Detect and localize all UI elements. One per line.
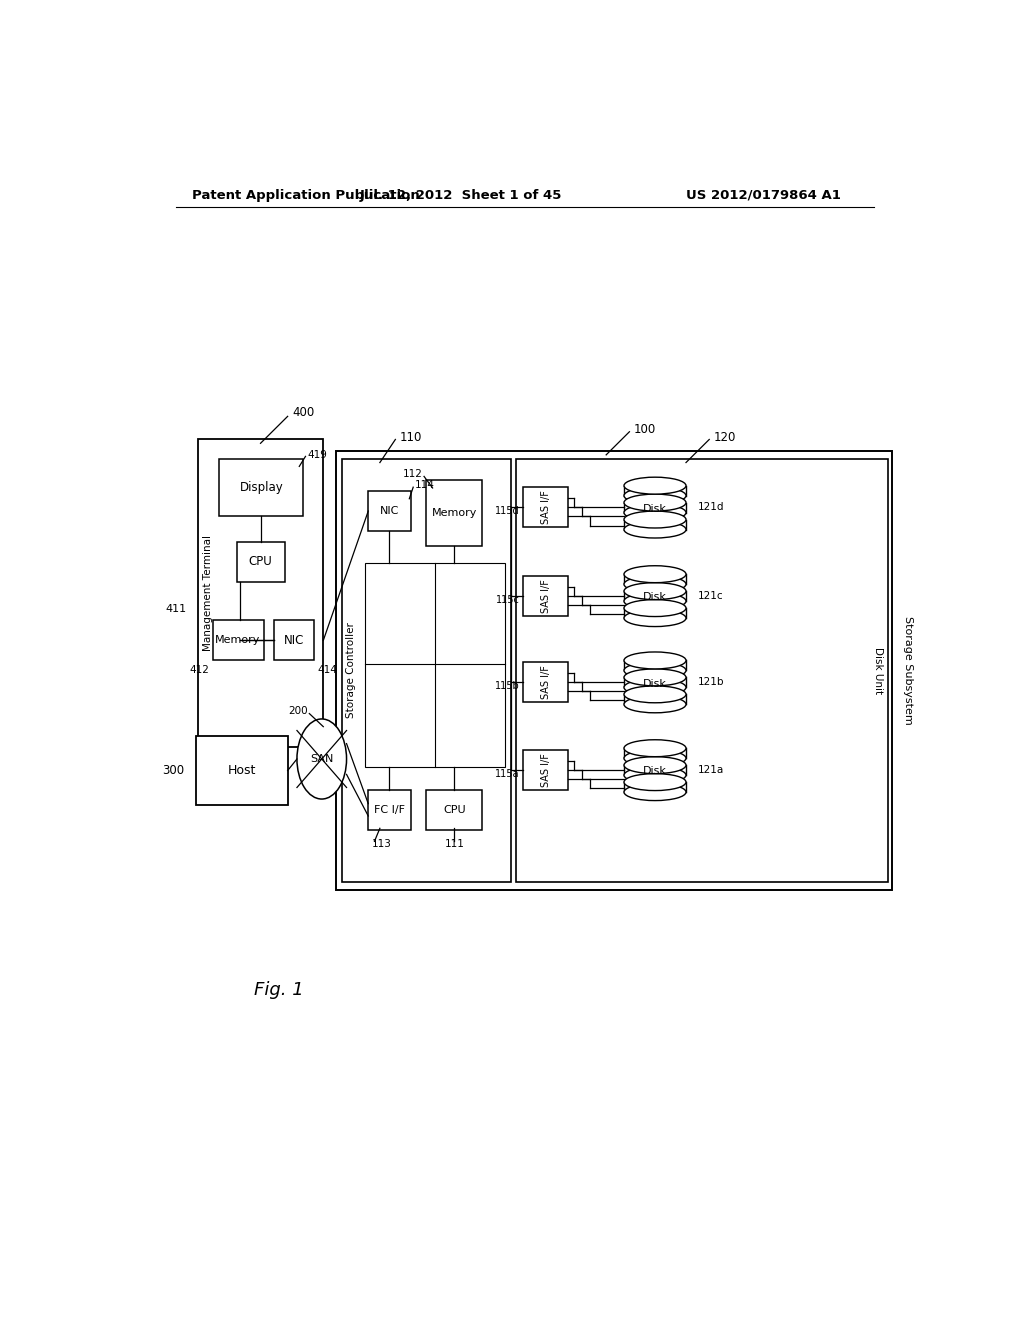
Text: 111: 111 [444, 838, 464, 849]
Text: CPU: CPU [443, 805, 466, 814]
Text: Disk: Disk [643, 767, 667, 776]
Bar [336, 451, 892, 890]
Text: Memory: Memory [215, 635, 261, 645]
Bar [426, 480, 482, 545]
Bar [219, 459, 303, 516]
Text: 112: 112 [402, 469, 423, 479]
Text: 414: 414 [317, 665, 338, 675]
Text: Storage Controller: Storage Controller [346, 623, 356, 718]
Bar [273, 620, 314, 660]
Bar [197, 737, 288, 805]
Text: Management Terminal: Management Terminal [203, 536, 213, 652]
Text: 115d: 115d [495, 506, 519, 516]
Text: Disk: Disk [643, 504, 667, 513]
Ellipse shape [624, 678, 686, 696]
Bar [369, 789, 411, 830]
Text: 110: 110 [399, 430, 422, 444]
Text: 419: 419 [307, 450, 327, 459]
Bar [342, 459, 511, 882]
Ellipse shape [624, 582, 686, 599]
Text: 115a: 115a [495, 768, 519, 779]
Text: 113: 113 [372, 838, 392, 849]
Text: 100: 100 [634, 422, 656, 436]
Text: US 2012/0179864 A1: US 2012/0179864 A1 [686, 189, 841, 202]
Bar [198, 440, 324, 747]
Ellipse shape [624, 767, 686, 784]
Ellipse shape [624, 478, 686, 494]
Bar [426, 789, 482, 830]
Text: SAS I/F: SAS I/F [541, 490, 551, 524]
Ellipse shape [624, 686, 686, 702]
Bar [523, 750, 568, 789]
Text: Memory: Memory [431, 508, 477, 517]
Bar [369, 491, 411, 531]
Bar [237, 543, 285, 582]
Text: Disk: Disk [643, 678, 667, 689]
Text: NIC: NIC [380, 506, 399, 516]
Ellipse shape [624, 593, 686, 610]
Text: Patent Application Publication: Patent Application Publication [191, 189, 419, 202]
Bar [523, 487, 568, 527]
Text: 121d: 121d [697, 502, 724, 512]
Ellipse shape [624, 696, 686, 713]
Text: SAS I/F: SAS I/F [541, 665, 551, 698]
Text: Disk Unit: Disk Unit [873, 647, 883, 694]
Text: 411: 411 [165, 603, 186, 614]
Ellipse shape [624, 774, 686, 791]
Text: 114: 114 [415, 480, 434, 490]
Bar [515, 459, 888, 882]
Ellipse shape [624, 669, 686, 686]
Bar [523, 576, 568, 615]
Text: Display: Display [240, 480, 284, 494]
Text: 115c: 115c [496, 594, 519, 605]
Bar [213, 620, 263, 660]
Ellipse shape [624, 784, 686, 800]
Ellipse shape [624, 599, 686, 616]
Text: SAS I/F: SAS I/F [541, 752, 551, 787]
Ellipse shape [624, 610, 686, 627]
Text: 120: 120 [714, 430, 736, 444]
Text: Host: Host [227, 764, 256, 777]
Ellipse shape [624, 576, 686, 593]
Ellipse shape [624, 494, 686, 511]
Ellipse shape [624, 652, 686, 669]
Text: 121b: 121b [697, 677, 724, 686]
Ellipse shape [297, 719, 346, 799]
Text: 412: 412 [189, 665, 209, 675]
Ellipse shape [624, 750, 686, 767]
Text: Disk: Disk [643, 593, 667, 602]
Text: SAN: SAN [310, 754, 334, 764]
Text: 400: 400 [292, 407, 314, 418]
Ellipse shape [624, 487, 686, 504]
Text: 115b: 115b [495, 681, 519, 690]
Text: 200: 200 [288, 706, 308, 717]
Ellipse shape [624, 566, 686, 582]
Text: Fig. 1: Fig. 1 [254, 981, 303, 999]
Text: FC I/F: FC I/F [374, 805, 404, 814]
Ellipse shape [624, 756, 686, 774]
Ellipse shape [624, 521, 686, 539]
Ellipse shape [624, 511, 686, 528]
Ellipse shape [624, 663, 686, 678]
Text: 121c: 121c [697, 591, 723, 601]
Text: Jul. 12, 2012  Sheet 1 of 45: Jul. 12, 2012 Sheet 1 of 45 [360, 189, 562, 202]
Ellipse shape [624, 739, 686, 756]
Text: 121a: 121a [697, 764, 724, 775]
Text: SAS I/F: SAS I/F [541, 579, 551, 612]
Text: CPU: CPU [249, 556, 272, 569]
Text: NIC: NIC [284, 634, 304, 647]
Bar [523, 663, 568, 702]
Text: Storage Subsystem: Storage Subsystem [902, 616, 912, 725]
Text: 300: 300 [163, 764, 184, 777]
Ellipse shape [624, 504, 686, 521]
Bar [366, 562, 505, 767]
